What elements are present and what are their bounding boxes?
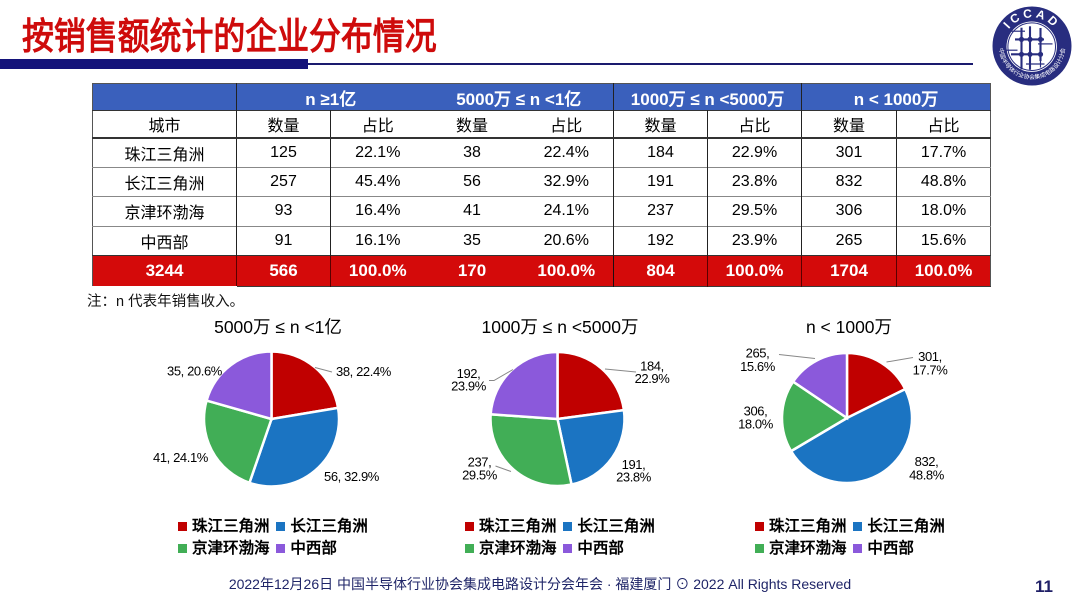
svg-text:832,: 832, <box>915 454 939 469</box>
svg-text:41, 24.1%: 41, 24.1% <box>153 450 209 465</box>
svg-text:23.8%: 23.8% <box>616 470 652 485</box>
svg-text:48.8%: 48.8% <box>909 468 945 483</box>
svg-text:15.6%: 15.6% <box>740 359 776 374</box>
svg-text:22.9%: 22.9% <box>635 371 671 386</box>
svg-text:29.5%: 29.5% <box>462 468 498 483</box>
svg-text:191,: 191, <box>622 457 646 472</box>
svg-text:192,: 192, <box>457 366 481 381</box>
svg-text:56, 32.9%: 56, 32.9% <box>324 469 380 484</box>
svg-text:306,: 306, <box>744 404 768 419</box>
svg-text:237,: 237, <box>468 455 492 470</box>
svg-text:301,: 301, <box>918 349 942 364</box>
svg-text:38, 22.4%: 38, 22.4% <box>336 364 392 379</box>
svg-text:18.0%: 18.0% <box>738 417 774 432</box>
svg-text:17.7%: 17.7% <box>913 363 949 378</box>
svg-text:184,: 184, <box>640 359 664 374</box>
svg-text:23.9%: 23.9% <box>451 379 487 394</box>
svg-text:35, 20.6%: 35, 20.6% <box>167 364 223 379</box>
svg-text:265,: 265, <box>746 346 770 361</box>
